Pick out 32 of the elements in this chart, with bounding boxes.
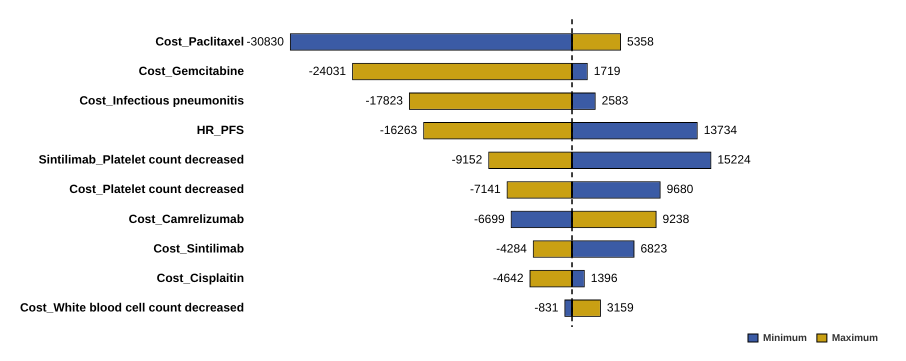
y-tick-label: Cost_Sintilimab [153,241,244,256]
y-tick-label: Cost_Camrelizumab [128,212,244,226]
legend-label: Minimum [762,332,807,344]
data-label: -831 [534,300,559,315]
data-label: 15224 [717,152,752,167]
data-label: 1396 [590,270,618,285]
data-label: 2583 [602,93,629,108]
data-label: -24031 [308,64,346,78]
y-tick-label: HR_PFS [196,123,244,138]
y-tick-label: Cost_Platelet count decreased [69,182,244,196]
data-label: 9680 [666,182,694,196]
data-label: 6823 [640,241,668,256]
data-label: -6699 [474,212,506,226]
data-label: -4284 [496,241,528,256]
data-label: 3159 [606,300,634,315]
data-label: 5358 [627,34,654,48]
y-tick-label: Sintilimab_Platelet count decreased [38,152,244,167]
data-label: 1719 [594,64,621,78]
data-label: -30830 [246,34,284,48]
y-tick-label: Cost_Paclitaxel [155,34,244,48]
data-label: -17823 [366,93,404,108]
y-tick-label: Cost_Infectious pneumonitis [79,93,244,108]
data-label: -7141 [470,182,501,196]
y-tick-label: Cost_Cisplaitin [156,270,244,285]
data-label: 13734 [704,123,738,138]
y-tick-label: Cost_Gemcitabine [138,64,244,78]
data-label: -16263 [380,123,418,138]
data-label: -4642 [492,270,524,285]
data-label: -9152 [452,152,483,167]
data-label: 9238 [662,212,690,226]
y-tick-label: Cost_White blood cell count decreased [20,300,244,315]
legend-label: Maximum [832,332,878,344]
